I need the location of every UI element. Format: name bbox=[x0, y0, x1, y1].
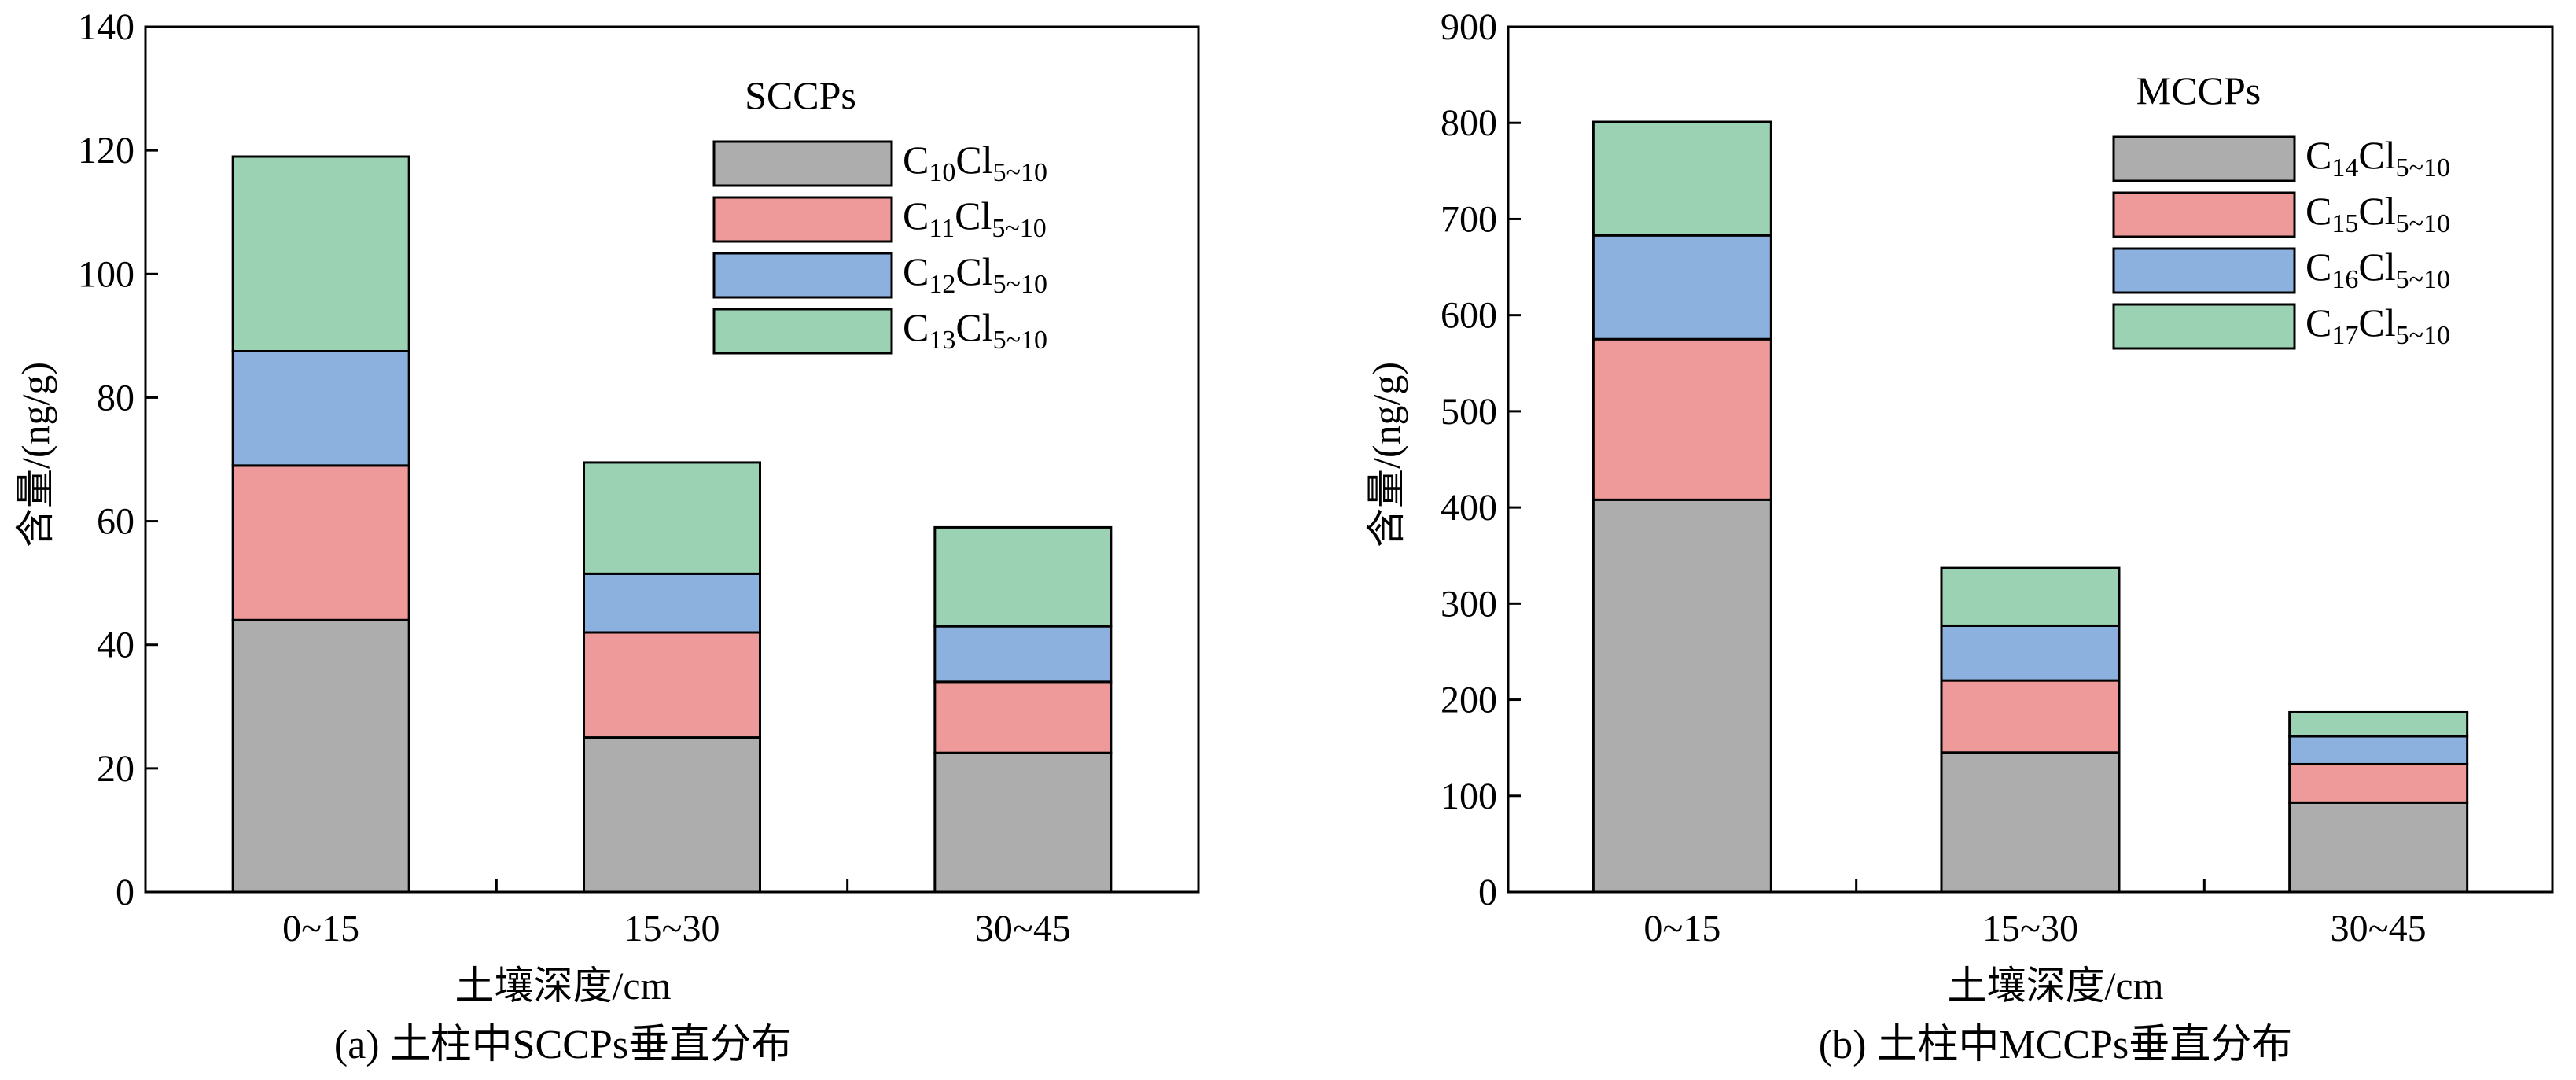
panel-a-bar-0~15-C12Cl5~10 bbox=[231, 350, 410, 467]
panel-a-bar-30~45-C13Cl5~10 bbox=[933, 525, 1113, 628]
panel-a-axes-frame bbox=[144, 25, 1200, 894]
panel-a-bar-0~15-C13Cl5~10 bbox=[231, 155, 410, 352]
panel-b-legend-label-C16Cl5~10: C16Cl5~10 bbox=[2306, 245, 2450, 294]
panel-b-x-tick-label: 15~30 bbox=[1982, 908, 2078, 949]
panel-a-x-tick-label: 15~30 bbox=[624, 908, 720, 949]
panel-b-y-tick-label: 100 bbox=[1441, 776, 1497, 817]
panel-b-y-tick-label: 900 bbox=[1441, 6, 1497, 48]
panel-a-x-axis-label: 土壤深度/cm bbox=[455, 964, 672, 1008]
panel-a-y-tick-label: 20 bbox=[97, 748, 134, 790]
panel-a-bar-0~15-C10Cl5~10 bbox=[231, 618, 410, 894]
panel-a-caption: (a) 土柱中SCCPs垂直分布 bbox=[334, 1023, 792, 1067]
panel-b-y-tick-label: 500 bbox=[1441, 391, 1497, 433]
panel-a-y-axis-label: 含量/(ng/g) bbox=[13, 362, 57, 547]
panel-b-y-tick-label: 200 bbox=[1441, 680, 1497, 721]
panel-b-x-tick-label: 30~45 bbox=[2331, 908, 2427, 949]
panel-b-y-tick-label: 800 bbox=[1441, 102, 1497, 144]
panel-b-legend-swatch-C16Cl5~10 bbox=[2112, 247, 2296, 294]
panel-b-axes-frame bbox=[1507, 25, 2554, 894]
panel-a-legend-label-C10Cl5~10: C10Cl5~10 bbox=[903, 138, 1047, 187]
panel-a-legend-label-C13Cl5~10: C13Cl5~10 bbox=[903, 305, 1047, 355]
panel-b-bar-15~30-C15Cl5~10 bbox=[1940, 679, 2121, 754]
panel-a-plot-area: 0 20 40 60 80 100 120 140 0~15 15~30 30~45 SCCPs C10… bbox=[78, 6, 1200, 949]
panel-b-y-tick-label: 600 bbox=[1441, 295, 1497, 337]
panel-a-bar-30~45-C12Cl5~10 bbox=[933, 625, 1113, 684]
panel-a-bar-30~45-C11Cl5~10 bbox=[933, 680, 1113, 754]
panel-b-bar-30~45-C15Cl5~10 bbox=[2288, 762, 2469, 804]
panel-b-plot-area: 0 100 200 300 400 500 600 700 800 900 0~15 15~30 30~… bbox=[1441, 6, 2554, 949]
panel-b-legend-title: MCCPs bbox=[2136, 68, 2261, 112]
panel-b-legend-swatch-C15Cl5~10 bbox=[2112, 191, 2296, 238]
panel-a-legend-title: SCCPs bbox=[745, 73, 856, 117]
panel-b-y-axis-label: 含量/(ng/g) bbox=[1364, 362, 1408, 547]
panel-a-bar-15~30-C13Cl5~10 bbox=[583, 461, 761, 575]
panel-b-y-tick-label: 700 bbox=[1441, 198, 1497, 240]
panel-a-y-tick-label: 60 bbox=[97, 501, 134, 543]
panel-a-legend-label-C12Cl5~10: C12Cl5~10 bbox=[903, 249, 1047, 299]
panel-b-legend-swatch-C17Cl5~10 bbox=[2112, 303, 2296, 350]
panel-b-x-axis-label: 土壤深度/cm bbox=[1948, 964, 2164, 1008]
panel-a-y-tick-label: 100 bbox=[78, 253, 134, 295]
panel-a-legend-label-C11Cl5~10: C11Cl5~10 bbox=[903, 194, 1047, 243]
panel-b-bar-0~15-C14Cl5~10 bbox=[1592, 498, 1772, 894]
panel-b-bar-0~15-C16Cl5~10 bbox=[1592, 234, 1772, 341]
panel-b-bar-15~30-C17Cl5~10 bbox=[1940, 566, 2121, 627]
panel-b-bar-30~45-C16Cl5~10 bbox=[2288, 735, 2469, 765]
panel-a-x-tick-label: 30~45 bbox=[975, 908, 1071, 949]
panel-b-mccps: 0 100 200 300 400 500 600 700 800 900 0~15 15~30 30~… bbox=[1364, 6, 2554, 1067]
panel-a-legend-swatch-C13Cl5~10 bbox=[712, 308, 893, 355]
panel-b-legend-label-C14Cl5~10: C14Cl5~10 bbox=[2306, 133, 2450, 182]
panel-a-legend-swatch-C10Cl5~10 bbox=[712, 140, 893, 187]
panel-b-y-tick-label: 0 bbox=[1478, 872, 1497, 913]
panel-b-bar-30~45-C17Cl5~10 bbox=[2288, 710, 2469, 738]
panel-a-y-tick-label: 80 bbox=[97, 377, 134, 418]
panel-b-legend-label-C17Cl5~10: C17Cl5~10 bbox=[2306, 300, 2450, 350]
panel-a-legend-swatch-C12Cl5~10 bbox=[712, 252, 893, 299]
panel-a-sccps: 0 20 40 60 80 100 120 140 0~15 15~30 30~45 SCCPs C10… bbox=[13, 6, 1200, 1067]
panel-a-x-tick-label: 0~15 bbox=[282, 908, 359, 949]
panel-a-bar-15~30-C11Cl5~10 bbox=[583, 631, 761, 739]
panel-a-bar-15~30-C10Cl5~10 bbox=[583, 736, 761, 894]
panel-b-bar-15~30-C16Cl5~10 bbox=[1940, 624, 2121, 682]
panel-b-x-tick-label: 0~15 bbox=[1643, 908, 1720, 949]
panel-a-y-tick-label: 140 bbox=[78, 6, 134, 48]
panel-a-bar-30~45-C10Cl5~10 bbox=[933, 751, 1113, 894]
panel-a-y-tick-label: 120 bbox=[78, 130, 134, 171]
panel-a-bar-0~15-C11Cl5~10 bbox=[231, 464, 410, 621]
panel-b-y-tick-label: 400 bbox=[1441, 487, 1497, 529]
panel-a-y-tick-label: 0 bbox=[116, 872, 134, 913]
panel-b-y-tick-label: 300 bbox=[1441, 583, 1497, 625]
panel-a-bar-15~30-C12Cl5~10 bbox=[583, 572, 761, 634]
panel-b-caption: (b) 土柱中MCCPs垂直分布 bbox=[1819, 1023, 2292, 1067]
panel-b-bar-0~15-C17Cl5~10 bbox=[1592, 120, 1772, 237]
panel-b-legend-swatch-C14Cl5~10 bbox=[2112, 135, 2296, 182]
panel-b-legend-label-C15Cl5~10: C15Cl5~10 bbox=[2306, 189, 2450, 238]
panel-b-bar-15~30-C14Cl5~10 bbox=[1940, 751, 2121, 894]
panel-b-bar-30~45-C14Cl5~10 bbox=[2288, 801, 2469, 894]
panel-a-legend-swatch-C11Cl5~10 bbox=[712, 196, 893, 243]
panel-b-bar-0~15-C15Cl5~10 bbox=[1592, 337, 1772, 501]
panel-a-y-tick-label: 40 bbox=[97, 625, 134, 666]
